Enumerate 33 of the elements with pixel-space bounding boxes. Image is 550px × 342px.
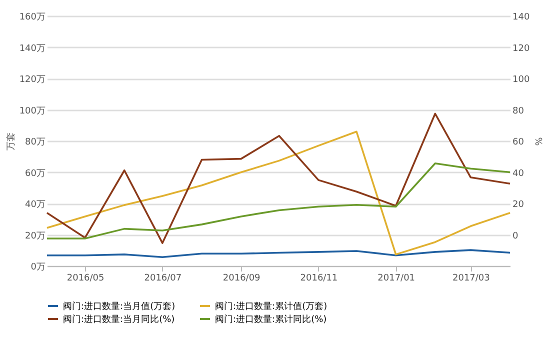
x-tick-label: 2017/01 xyxy=(378,274,416,284)
y2-tick-label: 0 xyxy=(512,231,518,242)
legend-label: 阀门:进口数量:累计同比(%) xyxy=(215,314,327,325)
x-tick-label: 2016/09 xyxy=(222,274,261,284)
y2-tick-label: 100 xyxy=(512,75,530,85)
line-series xyxy=(46,130,511,256)
y2-axis-title: % xyxy=(532,137,543,146)
legend-label: 阀门:进口数量:当月同比(%) xyxy=(63,314,175,325)
x-tick-label: 2016/11 xyxy=(300,274,338,284)
x-tick-label: 2016/07 xyxy=(144,274,182,284)
y-tick-label: 160万 xyxy=(19,12,46,22)
line-series xyxy=(46,162,511,240)
y2-tick-label: 40 xyxy=(512,168,524,179)
y-tick-label: 140万 xyxy=(19,44,46,54)
y-tick-label: 20万 xyxy=(25,231,46,242)
y2-tick-label: 60 xyxy=(512,138,524,148)
legend-label: 阀门:进口数量:当月值(万套) xyxy=(63,301,176,312)
y-tick-label: 60万 xyxy=(25,168,46,179)
y-tick-label: 80万 xyxy=(25,138,46,148)
x-tick-label: 2017/03 xyxy=(452,274,490,284)
y-axis-title: 万套 xyxy=(5,132,16,150)
line-series xyxy=(46,249,511,258)
legend-label: 阀门:进口数量:累计值(万套) xyxy=(215,301,328,312)
x-tick-label: 2016/05 xyxy=(66,274,104,284)
y2-tick-label: 120 xyxy=(512,44,530,54)
y-tick-label: 40万 xyxy=(25,200,46,210)
y-tick-label: 120万 xyxy=(19,75,46,85)
y2-tick-label: 20 xyxy=(512,200,524,210)
y2-tick-label: 140 xyxy=(512,12,530,22)
y-tick-label: 0万 xyxy=(30,262,46,272)
line-series xyxy=(46,112,511,244)
y-tick-label: 100万 xyxy=(19,106,46,116)
y2-tick-label: 80 xyxy=(512,106,524,116)
